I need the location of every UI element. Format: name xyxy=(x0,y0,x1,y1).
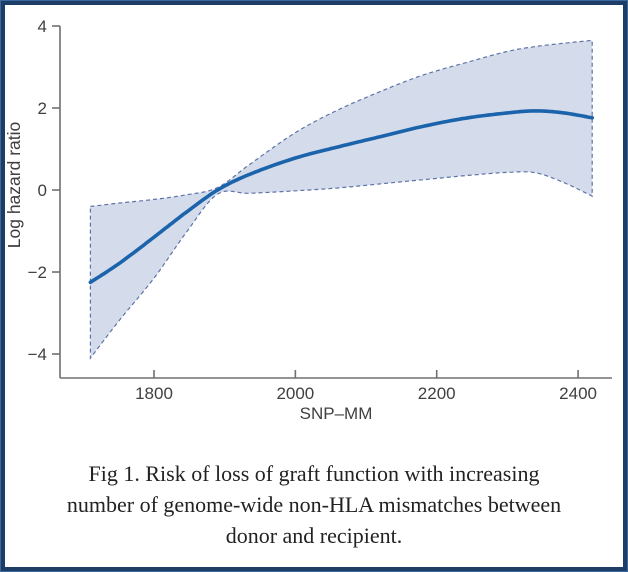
x-tick-label: 2200 xyxy=(418,384,456,403)
risk-curve-chart: 1800 2000 2200 2400 4 2 0 −2 −4 Log hazard ratio… xyxy=(5,17,612,423)
y-tick-label: −2 xyxy=(28,263,47,282)
x-tick-label: 1800 xyxy=(135,384,173,403)
y-tick-label: −4 xyxy=(28,345,47,364)
series-layer xyxy=(88,109,594,285)
x-tick-label: 2000 xyxy=(276,384,314,403)
x-tick-label: 2400 xyxy=(559,384,597,403)
confidence-band-layer xyxy=(89,39,593,360)
y-axis-title: Log hazard ratio xyxy=(5,122,24,248)
y-tick-label: 0 xyxy=(38,181,47,200)
axis-layer xyxy=(59,26,612,379)
x-axis-title: SNP–MM xyxy=(300,404,373,423)
hazard-ratio-curve xyxy=(88,109,594,285)
y-tick-label: 2 xyxy=(38,99,47,118)
confidence-band xyxy=(89,39,593,360)
tick-layer: 1800 2000 2200 2400 4 2 0 −2 −4 xyxy=(28,17,597,403)
figure-caption: Fig 1. Risk of loss of graft function wi… xyxy=(66,461,562,549)
y-tick-label: 4 xyxy=(38,17,47,36)
